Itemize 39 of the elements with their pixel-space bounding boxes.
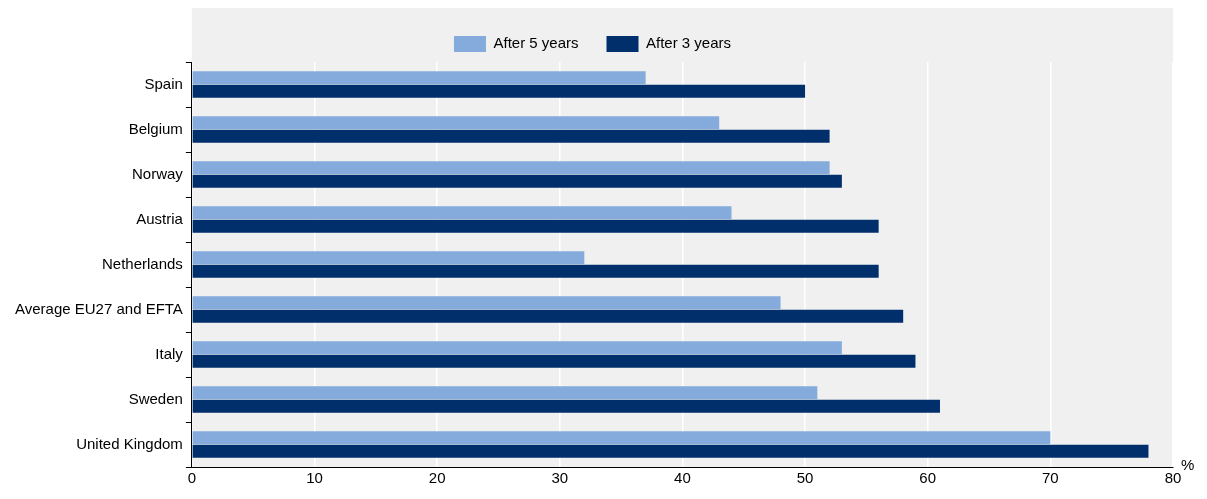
y-tick-label: Average EU27 and EFTA <box>15 299 183 317</box>
bar <box>192 386 818 400</box>
legend-label: After 3 years <box>646 34 732 52</box>
y-tick-label: Netherlands <box>101 254 183 272</box>
bar <box>192 264 879 278</box>
bar <box>192 431 1051 445</box>
y-tick-label: United Kingdom <box>76 434 183 452</box>
bar <box>192 161 830 175</box>
bar <box>192 116 720 130</box>
x-tick-label: 0 <box>187 469 197 487</box>
bar <box>192 341 842 355</box>
bar <box>192 309 904 323</box>
x-tick-label: 40 <box>674 469 691 487</box>
bar <box>192 71 646 85</box>
bar <box>192 354 916 368</box>
y-tick-label: Italy <box>155 344 184 362</box>
bar <box>192 174 842 188</box>
bar <box>192 84 806 98</box>
bar <box>192 129 830 143</box>
y-tick-label: Spain <box>144 74 183 92</box>
x-tick-label: 70 <box>1042 469 1059 487</box>
legend-label: After 5 years <box>493 34 579 52</box>
bar <box>192 219 879 233</box>
bar <box>192 206 732 220</box>
bar <box>192 251 585 265</box>
x-tick-label: 30 <box>551 469 569 487</box>
x-tick-label: 20 <box>428 469 446 487</box>
x-tick-label: 60 <box>919 469 937 487</box>
x-tick-label: 50 <box>796 469 814 487</box>
bar <box>192 444 1149 458</box>
bar <box>192 399 940 413</box>
y-tick-label: Austria <box>136 209 184 227</box>
y-tick-label: Sweden <box>128 389 183 407</box>
y-tick-label: Norway <box>132 164 184 182</box>
x-tick-label: 80 <box>1164 469 1182 487</box>
x-tick-label: 10 <box>306 469 323 487</box>
x-axis-title: % <box>1181 455 1195 473</box>
y-tick-label: Belgium <box>128 119 183 137</box>
bar <box>192 296 781 310</box>
